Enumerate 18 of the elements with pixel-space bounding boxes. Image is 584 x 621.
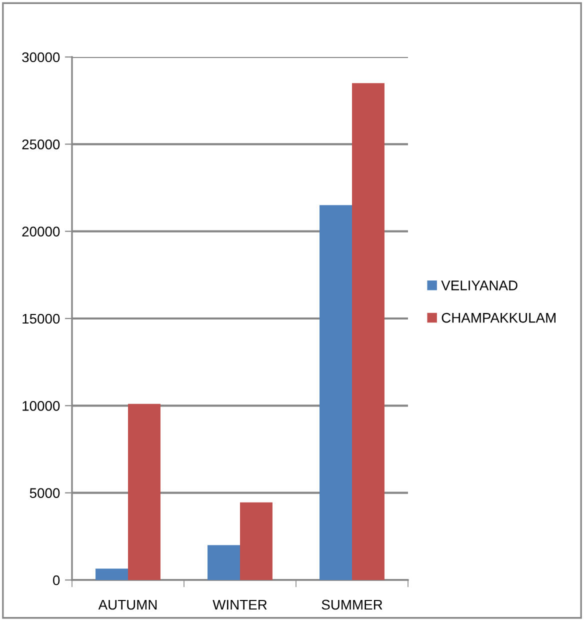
legend-label: VELIYANAD xyxy=(441,280,518,290)
bar xyxy=(96,568,128,580)
y-tick-label: 10000 xyxy=(22,401,60,411)
bar xyxy=(240,502,272,580)
bar xyxy=(208,545,240,580)
x-tick-label: AUTUMN xyxy=(98,600,157,610)
legend-label: CHAMPAKKULAM xyxy=(442,312,556,323)
y-tick-label: 0 xyxy=(53,575,60,586)
bar xyxy=(352,83,384,580)
bar xyxy=(320,205,352,580)
y-tick-label: 25000 xyxy=(22,140,60,150)
x-tick-label: WINTER xyxy=(212,600,267,610)
y-tick-label: 15000 xyxy=(22,314,60,324)
bar xyxy=(128,404,160,580)
x-tick-label: SUMMER xyxy=(322,600,382,610)
y-tick-label: 5000 xyxy=(30,488,60,498)
y-tick-label: 20000 xyxy=(22,226,60,237)
y-tick-label: 30000 xyxy=(22,52,60,62)
